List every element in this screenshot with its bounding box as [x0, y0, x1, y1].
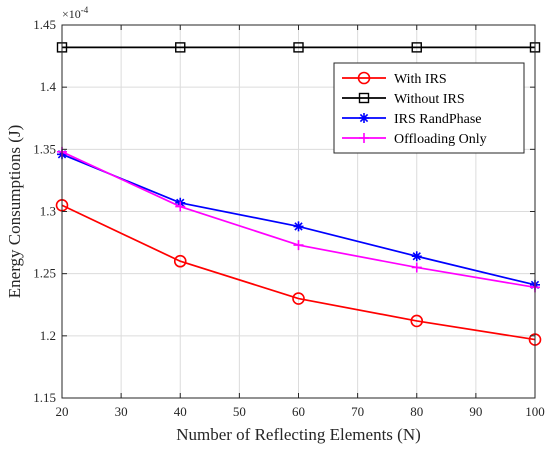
- legend-entry: Offloading Only: [342, 132, 487, 147]
- y-tick-label: 1.45: [33, 17, 56, 32]
- legend-label: With IRS: [394, 72, 447, 87]
- y-tick-label: 1.35: [33, 141, 56, 156]
- data-point: [410, 314, 424, 328]
- legend: With IRS Without IRS IRS RandPhase Offloadi…: [333, 62, 525, 154]
- x-tick-label: 80: [410, 404, 423, 419]
- data-point: [175, 42, 186, 53]
- legend-marker: [357, 71, 371, 85]
- data-point: [293, 240, 304, 251]
- legend-label: IRS RandPhase: [394, 112, 482, 127]
- y-tick-label: 1.3: [40, 204, 56, 219]
- data-point: [293, 221, 304, 232]
- x-tick-label: 40: [174, 404, 187, 419]
- axis-ticks: 20 30 40 50 60 70 80 90 100 1.15 1.2 1.25 1.3 1.35 1.4…: [33, 17, 545, 419]
- x-axis-label: Number of Reflecting Elements (N): [176, 425, 421, 444]
- legend-marker: [359, 133, 369, 143]
- data-point: [292, 292, 305, 305]
- x-tick-label: 50: [233, 404, 246, 419]
- legend-entry: With IRS: [342, 71, 447, 87]
- y-tick-label: 1.2: [40, 328, 56, 343]
- x-tick-label: 30: [115, 404, 128, 419]
- y-tick-label: 1.4: [40, 79, 57, 94]
- x-tick-label: 20: [56, 404, 69, 419]
- x-tick-label: 100: [525, 404, 545, 419]
- x-tick-label: 70: [351, 404, 364, 419]
- legend-label: Without IRS: [394, 92, 465, 107]
- data-point: [293, 42, 304, 53]
- data-point: [411, 42, 422, 53]
- y-tick-label: 1.25: [33, 266, 56, 281]
- y-tick-label: 1.15: [33, 390, 56, 405]
- legend-marker: [358, 92, 370, 104]
- legend-label: Offloading Only: [394, 132, 487, 147]
- data-point: [411, 251, 422, 262]
- legend-marker: [359, 113, 369, 123]
- legend-entry: Without IRS: [342, 92, 465, 107]
- legend-entry: IRS RandPhase: [342, 112, 482, 127]
- series-without-irs: [56, 42, 541, 53]
- data-point: [411, 262, 422, 273]
- x-tick-label: 60: [292, 404, 305, 419]
- y-axis-label: Energy Consumptions (J): [5, 125, 24, 298]
- series-line: [61, 204, 536, 341]
- x-tick-label: 90: [469, 404, 482, 419]
- data-point: [175, 201, 186, 212]
- y-axis-multiplier: ×10-4: [62, 5, 89, 21]
- data-point: [173, 254, 187, 268]
